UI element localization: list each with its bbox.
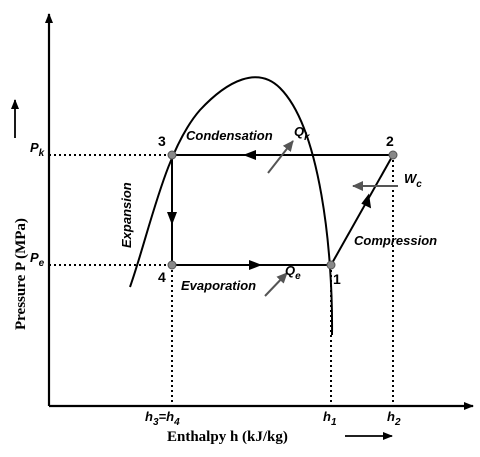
expansion-arrowhead: [167, 212, 177, 225]
compression-label: Compression: [354, 233, 437, 248]
pk-label: Pk: [30, 140, 45, 159]
qk-label: Qk: [294, 124, 310, 143]
pe-label: Pe: [30, 250, 45, 269]
saturation-dome: [129, 76, 334, 336]
expansion-label: Expansion: [119, 182, 134, 248]
y-axis-title: Pressure P (MPa): [13, 218, 29, 330]
evaporation-arrowhead: [249, 260, 262, 270]
state-label-3: 3: [158, 133, 166, 149]
evaporation-label: Evaporation: [181, 278, 256, 293]
qe-arrow: [264, 272, 288, 297]
state-label-2: 2: [386, 133, 394, 149]
wc-label: Wc: [404, 171, 422, 190]
condensation-arrowhead: [243, 150, 256, 160]
condensation-label: Condensation: [186, 128, 273, 143]
state-point-4: [167, 260, 177, 270]
compression-arrowhead: [361, 193, 372, 209]
state-label-4: 4: [158, 269, 166, 285]
h1-label: h1: [323, 409, 337, 428]
qe-label: Qe: [285, 263, 301, 282]
state-label-1: 1: [333, 271, 341, 287]
state-point-1: [326, 260, 336, 270]
h2-label: h2: [387, 409, 401, 428]
h3-h4-label: h3=h4: [145, 409, 180, 428]
x-axis-title: Enthalpy h (kJ/kg): [167, 429, 288, 445]
compression-line: [330, 154, 394, 266]
state-point-3: [167, 150, 177, 160]
state-point-2: [388, 150, 398, 160]
dotted-guides: [49, 154, 394, 406]
qk-arrow: [267, 140, 294, 174]
